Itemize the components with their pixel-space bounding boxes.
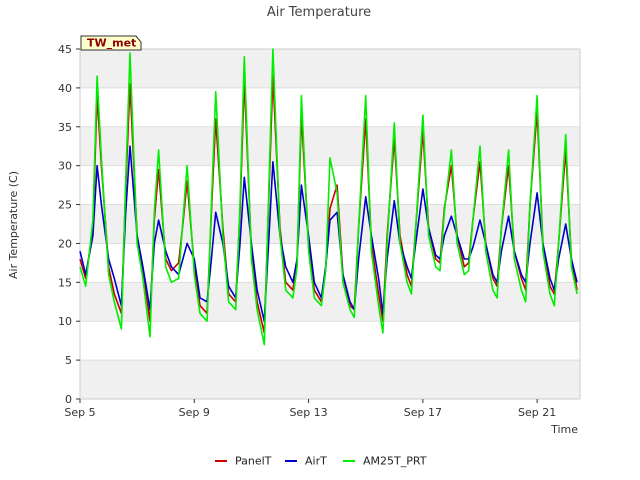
x-axis-ticks: Sep 5 Sep 9 Sep 13 Sep 17 Sep 21 [64,399,556,419]
y-axis-ticks: 0 5 10 15 20 25 30 35 40 45 [58,43,80,406]
y-tick-label: 20 [58,237,72,250]
x-tick-label: Sep 13 [289,406,327,419]
series-line-airt [79,145,578,322]
x-tick-label: Sep 17 [404,406,442,419]
station-badge: TW_met [80,35,142,51]
y-tick-label: 35 [58,121,72,134]
badge-shape [80,35,142,51]
y-tick-label: 45 [58,43,72,56]
y-tick-label: 40 [58,82,72,95]
background-bands [80,49,580,399]
x-tick-label: Sep 9 [179,406,210,419]
legend-label-airt: AirT [305,455,327,468]
legend-label-am25t_prt: AM25T_PRT [363,455,427,468]
legend-label-panelt: PanelT [235,455,272,468]
badge-label: TW_met [87,37,136,50]
grid-band [80,360,580,399]
y-tick-label: 15 [58,276,72,289]
y-axis-title: Air Temperature (C) [7,171,20,279]
legend: PanelT AirT AM25T_PRT [215,455,427,468]
series-layer [79,48,578,346]
plot-frame [79,48,581,400]
y-tick-label: 30 [58,160,72,173]
grid-band [80,49,580,88]
x-tick-label: Sep 21 [518,406,556,419]
series-line-am25t_prt [79,48,578,346]
grid-band [80,282,580,322]
chart-title: Air Temperature [267,5,371,20]
y-tick-label: 0 [65,393,72,406]
y-tick-label: 5 [65,354,72,367]
y-tick-label: 25 [58,199,72,212]
x-tick-label: Sep 5 [64,406,95,419]
x-axis-title: Time [550,423,578,436]
y-tick-label: 10 [58,315,72,328]
